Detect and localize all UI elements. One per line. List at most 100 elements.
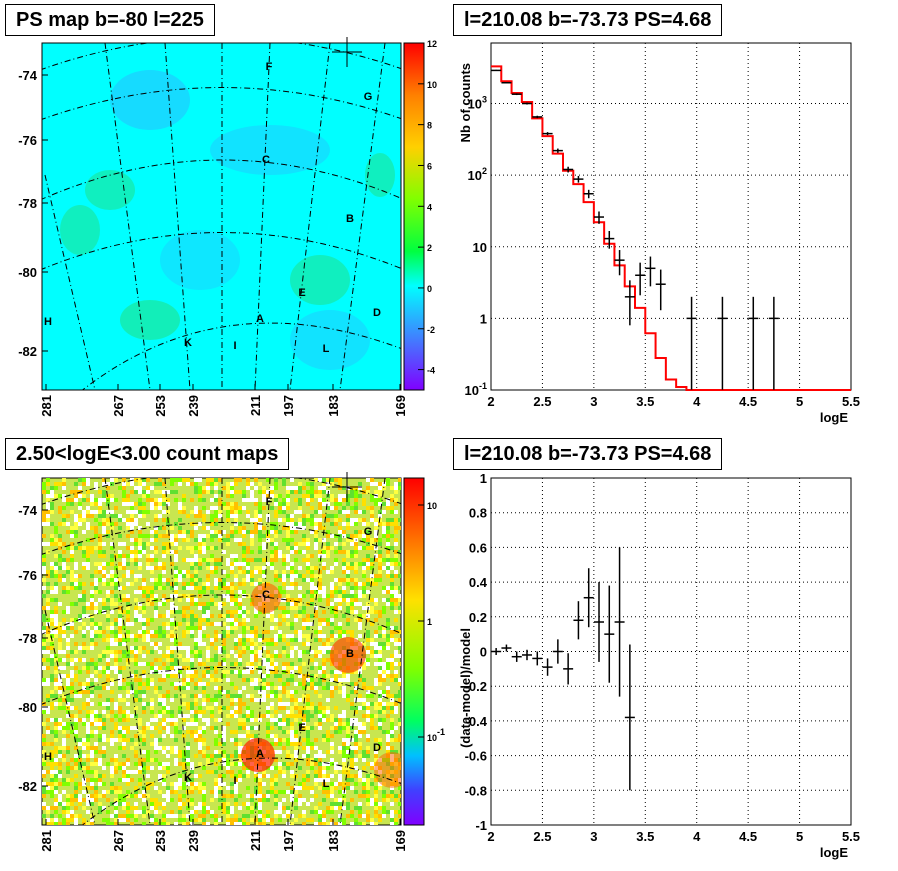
spectrum-x-tick-label: 2.5 (533, 394, 551, 409)
ps-map-panel (41, 37, 402, 391)
spectrum-y-tick-label: 10-1 (465, 381, 487, 398)
source-label-l: L (323, 778, 330, 790)
residual-y-tick-label: -0.6 (465, 749, 487, 764)
map-x-tick-label: 169 (393, 395, 408, 417)
spectrum-data-point (604, 230, 615, 249)
source-label-h: H (44, 316, 52, 328)
map-x-tick-label: 183 (326, 830, 341, 852)
count-map-grid (42, 478, 401, 825)
spectrum-data-point (748, 296, 759, 390)
source-label-d: D (373, 307, 381, 319)
spectrum-data-point (583, 189, 594, 199)
spectrum-y-tick-label: 1 (480, 311, 487, 326)
source-label-g: G (364, 526, 373, 538)
colorbar-tick-label: 10 (427, 501, 437, 511)
source-label-k: K (184, 772, 192, 784)
spectrum-data-point (532, 115, 543, 119)
residual-title: l=210.08 b=-73.73 PS=4.68 (453, 438, 723, 470)
source-label-d: D (373, 742, 381, 754)
spectrum-y-tick-label: 10 (473, 240, 487, 255)
spectrum-data-point (717, 296, 728, 390)
colorbar-tick-label: 8 (427, 121, 432, 131)
residual-data-point (604, 585, 615, 683)
spectrum-x-tick-label: 5 (796, 394, 803, 409)
residual-data-point (614, 547, 625, 697)
residual-x-label: logE (820, 845, 848, 860)
residual-x-tick-label: 3.5 (636, 829, 654, 844)
ps-map-texture (60, 70, 395, 370)
spectrum-data-point (501, 82, 512, 84)
residual-y-tick-label: 1 (480, 471, 487, 486)
spectrum-y-label: Nb of counts (458, 63, 473, 142)
map-x-tick-label: 267 (111, 830, 126, 852)
colorbar-tick-label: -4 (427, 366, 435, 376)
spectrum-data-point (573, 175, 584, 183)
spectrum-data-point (655, 269, 666, 311)
ps-map-crosshair (332, 37, 362, 67)
residual-x-tick-label: 3 (590, 829, 597, 844)
source-label-i: I (233, 775, 236, 787)
residual-data-point (552, 639, 563, 664)
colorbar-tick-label: 6 (427, 161, 432, 171)
colorbar-tick-label: 12 (427, 39, 437, 49)
ps-map-colorbar (403, 42, 425, 391)
spectrum-data-point (645, 256, 656, 287)
spectrum-data-point (635, 262, 646, 296)
residual-y-tick-label: 0 (480, 645, 487, 660)
spectrum-data-point (594, 211, 604, 224)
source-label-e: E (298, 287, 305, 299)
source-label-h: H (44, 751, 52, 763)
source-label-b: B (346, 213, 354, 225)
colorbar-tick-label: 2 (427, 243, 432, 253)
residual-x-tick-label: 5.5 (842, 829, 860, 844)
residual-y-tick-label: 0.8 (469, 506, 487, 521)
source-label-f: F (266, 496, 273, 508)
source-label-l: L (323, 343, 330, 355)
count-map-source-labels: F G C B E D A H K I L (44, 496, 381, 790)
map-x-tick-label: 169 (393, 830, 408, 852)
map-y-tick-label: -80 (18, 265, 37, 280)
spectrum-data-point (563, 166, 574, 173)
map-x-tick-label: 281 (39, 830, 54, 852)
residual-data-point (522, 649, 532, 661)
map-x-tick-label: 239 (186, 395, 201, 417)
spectrum-x-tick-label: 4 (693, 394, 701, 409)
residual-plot: 1 0.8 0.6 0.4 0.2 0 -0.2 -0.4 -0.6 -0.8 -12 2.5 3 3.5… (458, 471, 860, 860)
map-y-tick-label: -78 (18, 196, 37, 211)
colorbar-tick-label: 0 (427, 284, 432, 294)
map-y-tick-label: -78 (18, 631, 37, 646)
map-y-tick-label: -76 (18, 133, 37, 148)
colorbar-tick-label: 10-1 (427, 727, 445, 743)
source-label-f: F (266, 61, 273, 73)
map-x-tick-label: 197 (281, 395, 296, 417)
count-map-panel (41, 472, 402, 826)
residual-y-tick-label: -0.2 (465, 679, 487, 694)
residual-data-point (491, 648, 502, 655)
source-label-a: A (256, 313, 264, 325)
residual-data-point (563, 653, 574, 685)
map-x-tick-label: 197 (281, 830, 296, 852)
residual-y-tick-label: 0.6 (469, 540, 487, 555)
spectrum-data-point (491, 69, 502, 72)
colorbar-tick-label: 4 (427, 202, 432, 212)
spectrum-x-tick-label: 3 (590, 394, 597, 409)
ps-map-source-labels: F G C B E D A H K I L (44, 61, 381, 355)
source-label-k: K (184, 337, 192, 349)
map-x-tick-label: 253 (153, 830, 168, 852)
spectrum-x-tick-label: 3.5 (636, 394, 654, 409)
map-x-tick-label: 183 (326, 395, 341, 417)
source-label-b: B (346, 648, 354, 660)
spectrum-x-tick-label: 4.5 (739, 394, 757, 409)
map-y-tick-label: -74 (18, 68, 38, 83)
map-x-tick-label: 253 (153, 395, 168, 417)
map-y-tick-label: -82 (18, 779, 37, 794)
spectrum-data-point (542, 132, 553, 136)
residual-y-tick-label: -1 (475, 818, 487, 833)
spectrum-x-tick-label: 2 (487, 394, 494, 409)
residual-x-tick-label: 4 (693, 829, 701, 844)
map-x-tick-label: 211 (248, 830, 263, 851)
map-y-tick-label: -74 (18, 503, 38, 518)
spectrum-data-point (614, 250, 625, 276)
count-map-texture (42, 478, 401, 825)
